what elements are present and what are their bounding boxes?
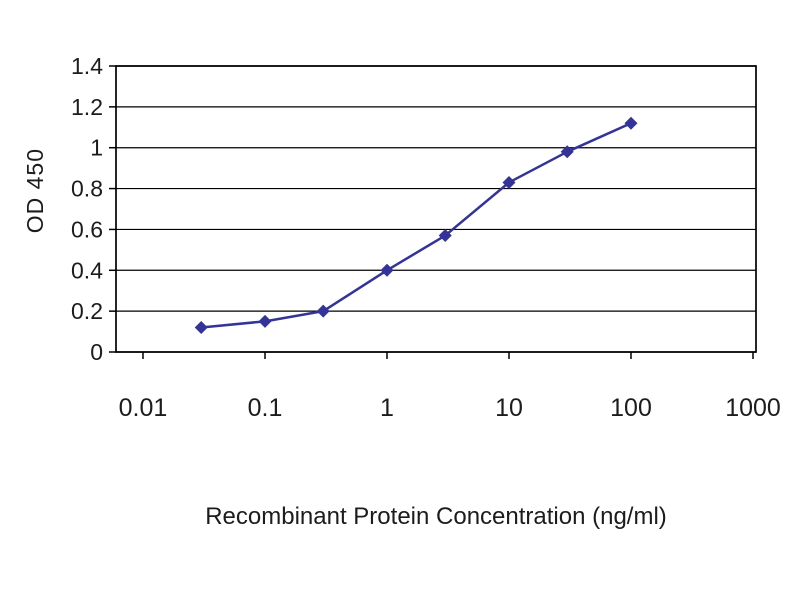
y-tick-label: 1.4 [71,53,103,79]
x-tick-label: 1000 [725,394,781,422]
plot-border [115,65,757,353]
data-line [201,122,632,329]
data-point-marker [380,263,394,277]
y-axis-title: OD 450 [22,148,48,234]
data-point-marker [194,320,208,334]
x-tick-label: 10 [495,394,523,422]
y-tick-label: 1.2 [71,94,103,120]
data-point-marker [316,304,330,318]
x-tick-label: 0.1 [248,394,283,422]
y-tick-label: 0.8 [71,176,103,202]
y-tick-label: 0.4 [71,257,103,283]
data-point-marker [258,314,272,328]
x-tick-label: 100 [610,394,652,422]
x-axis-title: Recombinant Protein Concentration (ng/ml… [205,503,667,530]
data-point-marker [560,145,574,159]
y-tick-label: 0.2 [71,298,103,324]
data-point-marker [438,229,452,243]
y-tick-label: 0 [90,339,103,365]
x-tick-label: 0.01 [119,394,168,422]
data-point-marker [624,116,638,130]
x-tick-label: 1 [380,394,394,422]
y-tick-label: 1 [90,135,103,161]
y-tick-label: 0.6 [71,216,103,242]
data-point-marker [502,175,516,189]
